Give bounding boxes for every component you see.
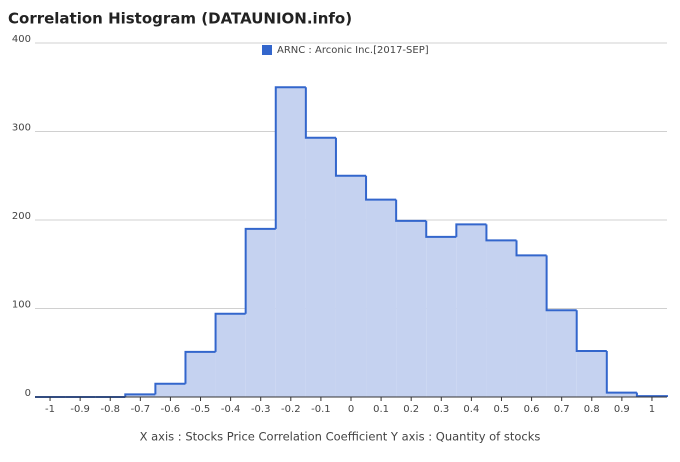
x-tick-label: 0.5 <box>494 404 510 415</box>
bar <box>215 313 246 397</box>
x-axis-label: X axis : Stocks Price Correlation Coeffi… <box>140 430 541 444</box>
bar <box>606 392 637 397</box>
x-tick-label: -0.4 <box>221 404 241 415</box>
x-tick-label: -0.5 <box>191 404 211 415</box>
bar <box>456 224 487 397</box>
y-tick-label: 100 <box>12 300 31 311</box>
x-tick-label: -0.1 <box>311 404 331 415</box>
y-tick-label: 200 <box>12 211 31 222</box>
bar <box>576 350 607 397</box>
y-tick-label: 400 <box>12 34 31 45</box>
x-tick-label: -0.8 <box>100 404 120 415</box>
bar-outline <box>365 175 397 201</box>
x-tick-label: 0.8 <box>584 404 600 415</box>
legend-swatch <box>262 45 272 55</box>
bar-outline <box>515 240 547 257</box>
bar-outline <box>635 392 668 398</box>
bar-outline <box>455 223 487 237</box>
x-tick-label: 0.7 <box>554 404 570 415</box>
bar <box>275 87 306 397</box>
x-tick-label: 0.4 <box>463 404 479 415</box>
bar <box>366 199 397 397</box>
y-tick-label: 300 <box>12 123 31 134</box>
bar <box>305 137 336 397</box>
x-tick-label: -0.2 <box>281 404 301 415</box>
x-tick-label: 0.6 <box>524 404 540 415</box>
x-tick-label: 0.9 <box>614 404 630 415</box>
bar-outline <box>184 350 216 384</box>
bar <box>486 240 517 397</box>
bar <box>125 394 156 397</box>
bar-outline <box>334 137 367 177</box>
bar <box>185 351 216 397</box>
bar-outline <box>545 255 577 312</box>
bar-outline <box>605 350 637 394</box>
x-tick-label: -0.7 <box>131 404 151 415</box>
bar <box>335 175 367 397</box>
x-tick-label: 1 <box>649 404 655 415</box>
bar-outline <box>214 312 246 352</box>
bar <box>546 310 577 397</box>
bar-outline <box>575 310 607 352</box>
x-tick-label: -1 <box>45 404 55 415</box>
x-tick-label: -0.9 <box>70 404 90 415</box>
x-tick-label: 0.3 <box>433 404 449 415</box>
bar <box>245 228 276 397</box>
bar-outline <box>395 199 427 222</box>
bar <box>396 220 427 397</box>
legend-label: ARNC : Arconic Inc.[2017-SEP] <box>277 45 429 56</box>
bar-outline <box>274 86 306 229</box>
bar-outline <box>485 224 517 242</box>
bar <box>155 383 186 397</box>
bar-outline <box>124 393 156 397</box>
y-tick-label: 0 <box>25 388 31 399</box>
chart-title: Correlation Histogram (DATAUNION.info) <box>8 10 352 28</box>
bar-outline <box>425 220 457 238</box>
bar-outline <box>304 87 336 139</box>
x-tick-label: 0 <box>348 404 354 415</box>
x-tick-label: -0.6 <box>161 404 181 415</box>
x-tick-label: 0.1 <box>373 404 389 415</box>
bar <box>426 236 457 397</box>
bar-outline <box>154 382 186 395</box>
bar-outline <box>244 227 276 314</box>
x-tick-label: -0.3 <box>251 404 271 415</box>
x-tick-label: 0.2 <box>403 404 419 415</box>
bar <box>516 255 547 397</box>
